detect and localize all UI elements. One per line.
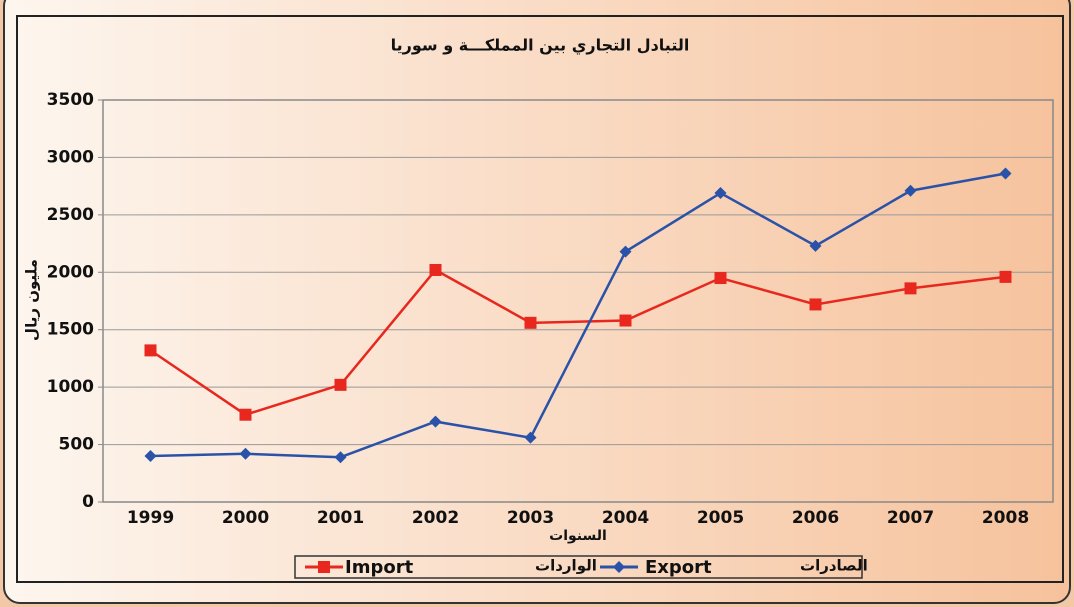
legend-label-ar: الواردات: [535, 557, 597, 575]
x-tick-label: 2003: [507, 508, 554, 528]
point: [334, 378, 347, 391]
y-tick-label: 3500: [47, 90, 94, 110]
y-axis-label: مليون ريال: [23, 259, 41, 341]
chart-title: التبادل التجاري بين المملكـــة و سوريا: [391, 36, 690, 56]
x-tick-label: 2006: [792, 508, 839, 528]
x-tick-label: 2001: [317, 508, 364, 528]
legend-marker: [613, 561, 625, 573]
legend-label: Export: [645, 557, 712, 578]
y-tick-label: 500: [59, 435, 95, 455]
point: [144, 450, 157, 463]
x-tick-label: 2008: [982, 508, 1029, 528]
x-tick-label: 1999: [127, 508, 174, 528]
point: [904, 184, 917, 197]
point: [334, 451, 347, 464]
chart-frame: [16, 15, 1064, 583]
legend-box: [294, 555, 863, 579]
legend-label-ar: الصادرات: [800, 557, 868, 575]
y-tick-label: 3000: [47, 147, 94, 167]
series-line: [150, 172, 1006, 459]
point: [999, 270, 1012, 283]
point: [809, 298, 822, 311]
outer-frame: [3, 0, 1071, 604]
x-tick-label: 2005: [697, 508, 744, 528]
point: [239, 447, 252, 460]
x-tick-label: 2007: [887, 508, 934, 528]
point: [619, 245, 632, 258]
y-tick-label: 2000: [47, 262, 94, 282]
x-axis-label: السنوات: [549, 528, 607, 544]
legend-label: Import: [345, 557, 414, 578]
y-tick-label: 2500: [47, 205, 94, 225]
legend-marker: [318, 561, 330, 573]
point: [429, 415, 442, 428]
point: [809, 239, 822, 252]
point: [524, 316, 537, 329]
plot-area: [102, 99, 1054, 503]
y-tick-label: 0: [82, 492, 94, 512]
y-tick-label: 1500: [47, 320, 94, 340]
series-line: [149, 268, 1006, 417]
x-tick-label: 2004: [602, 508, 649, 528]
point: [429, 263, 442, 276]
x-tick-label: 2000: [222, 508, 269, 528]
x-tick-label: 2002: [412, 508, 459, 528]
point: [144, 344, 157, 357]
point: [524, 431, 537, 444]
point: [714, 272, 727, 285]
point: [904, 282, 917, 295]
point: [714, 187, 727, 200]
point: [999, 167, 1012, 180]
point: [619, 314, 632, 327]
point: [239, 408, 252, 421]
y-tick-label: 1000: [47, 377, 94, 397]
